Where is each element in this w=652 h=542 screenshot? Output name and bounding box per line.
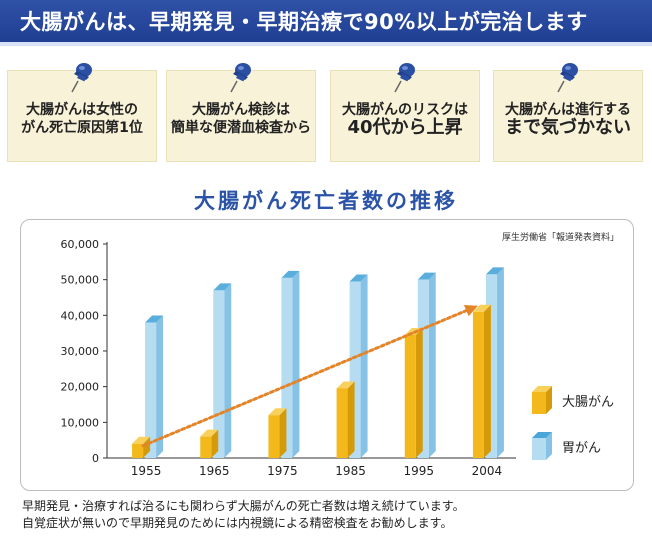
x-tick-label: 1975 xyxy=(267,464,298,478)
bar-colorectal-1965 xyxy=(200,429,219,458)
y-tick-label: 0 xyxy=(92,452,99,465)
card-4-line-2: まで気づかない xyxy=(505,117,631,138)
push-pin-icon xyxy=(394,63,415,93)
trend-arrow-line xyxy=(141,308,470,448)
push-pin-icon xyxy=(71,63,92,93)
bar-stomach-1985 xyxy=(349,274,368,458)
y-tick-label: 30,000 xyxy=(61,345,100,358)
card-1-line-2: がん死亡原因第1位 xyxy=(21,120,143,136)
y-tick-label: 50,000 xyxy=(61,274,100,287)
card-3-line-2: 40代から上昇 xyxy=(347,117,463,138)
point-card-4: 大腸がんは進行する まで気づかない xyxy=(493,63,643,162)
card-4-line-1: 大腸がんは進行する xyxy=(505,102,631,118)
footer-text: 早期発見・治療すれば治るにも関わらず大腸がんの死亡者数は増え続けています。 自覚… xyxy=(22,498,632,532)
point-card-3: 大腸がんのリスクは 40代から上昇 xyxy=(330,63,480,162)
footer-line-1: 早期発見・治療すれば治るにも関わらず大腸がんの死亡者数は増え続けています。 xyxy=(22,499,465,513)
point-card-2: 大腸がん検診は 簡単な便潜血検査から xyxy=(166,63,316,162)
chart-container: 厚生労働省「報道発表資料」 0 10,000 20,000 30,000 40,000 5… xyxy=(20,219,634,491)
bar-colorectal-1985 xyxy=(336,381,355,458)
legend-colorectal-swatch xyxy=(532,386,552,414)
footer-line-2: 自覚症状が無いので早期発見のためには内視鏡による精密検査をお勧めします。 xyxy=(22,516,453,530)
bar-stomach-1965 xyxy=(213,283,232,458)
legend-stomach-swatch xyxy=(532,432,552,460)
x-tick-label: 1955 xyxy=(131,464,162,478)
chart-title: 大腸がん死亡者数の推移 xyxy=(194,189,458,213)
legend-stomach-label: 胃がん xyxy=(562,441,601,456)
header-banner: 大腸がんは、早期発見・早期治療で90%以上が完治します xyxy=(0,0,652,46)
card-3-line-1: 大腸がんのリスクは xyxy=(342,102,468,118)
chart-source-note: 厚生労働省「報道発表資料」 xyxy=(501,233,619,243)
card-2-line-2: 簡単な便潜血検査から xyxy=(171,120,311,136)
push-pin-icon xyxy=(557,63,578,93)
bar-colorectal-1995 xyxy=(404,327,423,458)
card-2-line-1: 大腸がん検診は xyxy=(192,102,290,118)
trend-arrow-head xyxy=(463,305,478,317)
y-tick-label: 40,000 xyxy=(61,309,100,322)
x-tick-label: 2004 xyxy=(472,464,503,478)
push-pin-icon xyxy=(230,63,251,93)
legend-colorectal-label: 大腸がん xyxy=(562,395,614,410)
card-1-line-1: 大腸がんは女性の xyxy=(26,102,138,118)
bar-stomach-2004 xyxy=(485,267,504,458)
x-tick-label: 1995 xyxy=(403,464,434,478)
y-tick-label: 60,000 xyxy=(61,238,100,251)
y-tick-label: 10,000 xyxy=(61,416,100,429)
bar-stomach-1975 xyxy=(281,270,300,458)
x-tick-label: 1985 xyxy=(335,464,366,478)
bar-chart: 0 10,000 20,000 30,000 40,000 50,000 60,000 195… xyxy=(61,238,615,478)
bar-stomach-1995 xyxy=(417,272,436,458)
bar-stomach-1955 xyxy=(145,315,164,458)
point-card-1: 大腸がんは女性の がん死亡原因第1位 xyxy=(7,63,157,162)
x-tick-label: 1965 xyxy=(199,464,230,478)
bar-colorectal-2004 xyxy=(472,304,491,458)
y-tick-label: 20,000 xyxy=(61,381,100,394)
bar-colorectal-1975 xyxy=(268,408,287,458)
banner-title: 大腸がんは、早期発見・早期治療で90%以上が完治します xyxy=(20,10,588,34)
